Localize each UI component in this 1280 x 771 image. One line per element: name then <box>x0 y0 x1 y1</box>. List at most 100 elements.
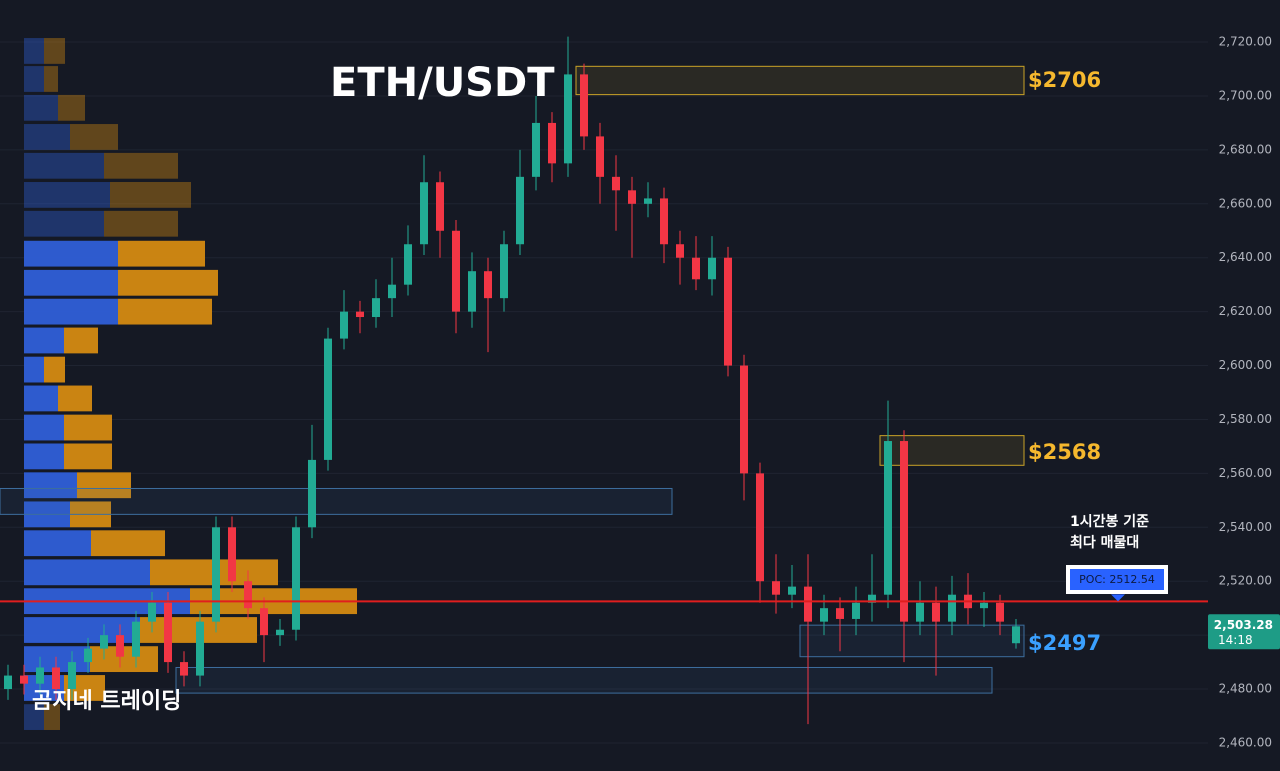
candle-body <box>772 581 780 595</box>
profile-bar <box>110 182 191 208</box>
candle-body <box>324 338 332 460</box>
profile-bar <box>44 704 60 730</box>
candle-body <box>100 635 108 649</box>
profile-bar <box>91 530 165 557</box>
candle-body <box>836 608 844 619</box>
profile-bar <box>24 94 58 121</box>
profile-bar <box>118 240 205 267</box>
profile-bar <box>24 124 70 150</box>
y-tick-label: 2,720.00 <box>1219 35 1272 49</box>
candle-body <box>436 182 444 231</box>
candle-body <box>148 602 156 622</box>
candle-body <box>804 586 812 622</box>
candle-body <box>884 441 892 595</box>
profile-bar <box>24 385 58 412</box>
y-tick-label: 2,620.00 <box>1219 304 1272 318</box>
zone <box>575 65 1025 96</box>
candle-body <box>36 667 44 684</box>
profile-bar <box>70 124 118 150</box>
y-tick-label: 2,680.00 <box>1219 142 1272 156</box>
profile-bar <box>24 414 64 441</box>
candle-body <box>820 608 828 622</box>
candle-body <box>676 244 684 258</box>
candle-body <box>708 257 716 280</box>
candle-body <box>548 122 556 164</box>
candle-body <box>692 257 700 280</box>
candle-body <box>260 608 268 636</box>
zone <box>0 487 673 515</box>
profile-bar <box>24 240 118 267</box>
profile-bar <box>104 210 178 237</box>
profile-bar <box>24 269 118 296</box>
zone-label: $2497 <box>1028 631 1101 655</box>
y-tick-label: 2,700.00 <box>1219 88 1272 102</box>
poc-label: POC: 2512.54 <box>1079 573 1155 586</box>
axis-panel <box>1208 0 1280 771</box>
profile-bar <box>24 530 91 557</box>
note-line: 최다 매물대 <box>1070 535 1139 551</box>
candle-body <box>356 311 364 318</box>
watermark: 곰지네 트레이딩 <box>32 689 181 714</box>
y-tick-label: 2,540.00 <box>1219 520 1272 534</box>
candle-body <box>52 667 60 690</box>
zones <box>0 65 1025 694</box>
candle-body <box>916 602 924 622</box>
profile-bar <box>58 385 92 412</box>
zone-label: $2706 <box>1028 68 1101 92</box>
y-tick-label: 2,480.00 <box>1219 682 1272 696</box>
poc-arrow <box>1111 594 1125 602</box>
candle-body <box>372 298 380 318</box>
candle-body <box>84 648 92 663</box>
y-tick-label: 2,560.00 <box>1219 466 1272 480</box>
candle-body <box>180 662 188 676</box>
note-line: 1시간봉 기준 <box>1070 513 1149 530</box>
profile-bar <box>24 210 104 237</box>
candle-body <box>404 244 412 285</box>
candle-body <box>612 176 620 191</box>
candle-body <box>228 527 236 582</box>
candle-body <box>900 441 908 622</box>
candle-body <box>788 586 796 595</box>
candle-body <box>644 198 652 204</box>
candle-body <box>756 473 764 582</box>
profile-bar <box>77 472 131 499</box>
candle-body <box>244 581 252 609</box>
candle-body <box>596 136 604 177</box>
volume-profile <box>24 38 357 730</box>
profile-bar <box>58 94 85 121</box>
profile-bar <box>24 298 118 325</box>
profile-bar <box>24 327 64 354</box>
profile-bar <box>24 704 44 730</box>
y-tick-label: 2,660.00 <box>1219 196 1272 210</box>
profile-bar <box>24 152 104 179</box>
last-price-label: 2,503.28 <box>1214 618 1273 632</box>
candle-body <box>580 74 588 137</box>
y-tick-label: 2,600.00 <box>1219 358 1272 372</box>
candle-body <box>452 230 460 312</box>
y-tick-label: 2,640.00 <box>1219 250 1272 264</box>
candle-body <box>132 621 140 657</box>
profile-bar <box>24 443 64 470</box>
profile-bar <box>44 38 65 64</box>
countdown: 14:18 <box>1218 633 1253 647</box>
y-tick-label: 2,520.00 <box>1219 574 1272 588</box>
y-tick-label: 2,580.00 <box>1219 412 1272 426</box>
candle-body <box>468 271 476 312</box>
profile-bar <box>24 182 110 208</box>
candle-body <box>420 182 428 245</box>
profile-bar <box>24 559 150 586</box>
candle-body <box>196 621 204 676</box>
profile-bar <box>104 152 178 179</box>
y-tick-label: 2,460.00 <box>1219 735 1272 749</box>
chart-title: ETH/USDT <box>330 60 555 106</box>
profile-bar <box>24 472 77 499</box>
candle-body <box>980 602 988 609</box>
candle-body <box>852 602 860 619</box>
candle-body <box>932 602 940 622</box>
profile-bar <box>24 356 44 383</box>
candle-body <box>116 635 124 657</box>
candle-body <box>628 190 636 204</box>
